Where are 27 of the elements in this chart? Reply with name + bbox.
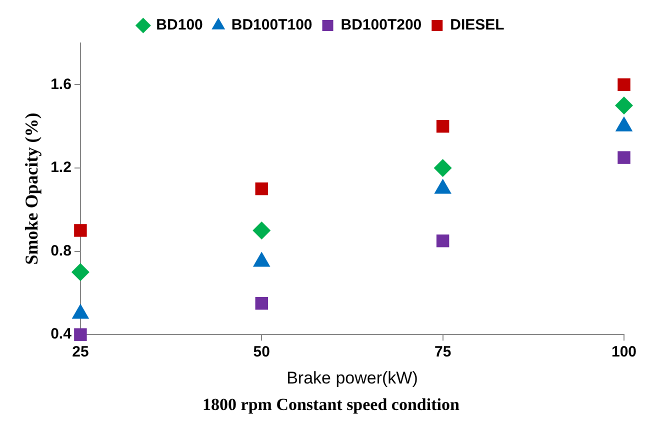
legend-label: BD100T100 [231, 16, 312, 34]
point [618, 78, 630, 92]
x-tick-label: 75 [434, 344, 452, 361]
point [615, 96, 633, 114]
point [255, 296, 268, 310]
point [74, 224, 87, 237]
point [434, 158, 452, 177]
y-tick-label: 0.4 [50, 326, 72, 343]
y-tick-label: 1.6 [50, 76, 72, 93]
legend-label: BD100T200 [340, 16, 422, 34]
x-axis-title: Brake power(kW) [286, 368, 418, 388]
point [74, 328, 87, 341]
x-tick-label: 100 [611, 344, 637, 361]
x-tick-label: 25 [72, 344, 89, 361]
y-axis-title: Smoke Opacity (%) [21, 112, 42, 265]
y-tick-label: 1.2 [50, 159, 72, 176]
point [436, 120, 450, 133]
point [71, 263, 90, 282]
point [252, 221, 271, 240]
text: 1800 rpm Constant speed condition [202, 395, 460, 415]
point [618, 151, 630, 164]
x-tick-label: 50 [253, 344, 270, 361]
legend-label: DIESEL [450, 16, 504, 34]
point [255, 182, 268, 196]
legend-label: BD100 [156, 16, 203, 34]
y-tick-label: 0.8 [50, 242, 72, 260]
point [436, 234, 450, 248]
